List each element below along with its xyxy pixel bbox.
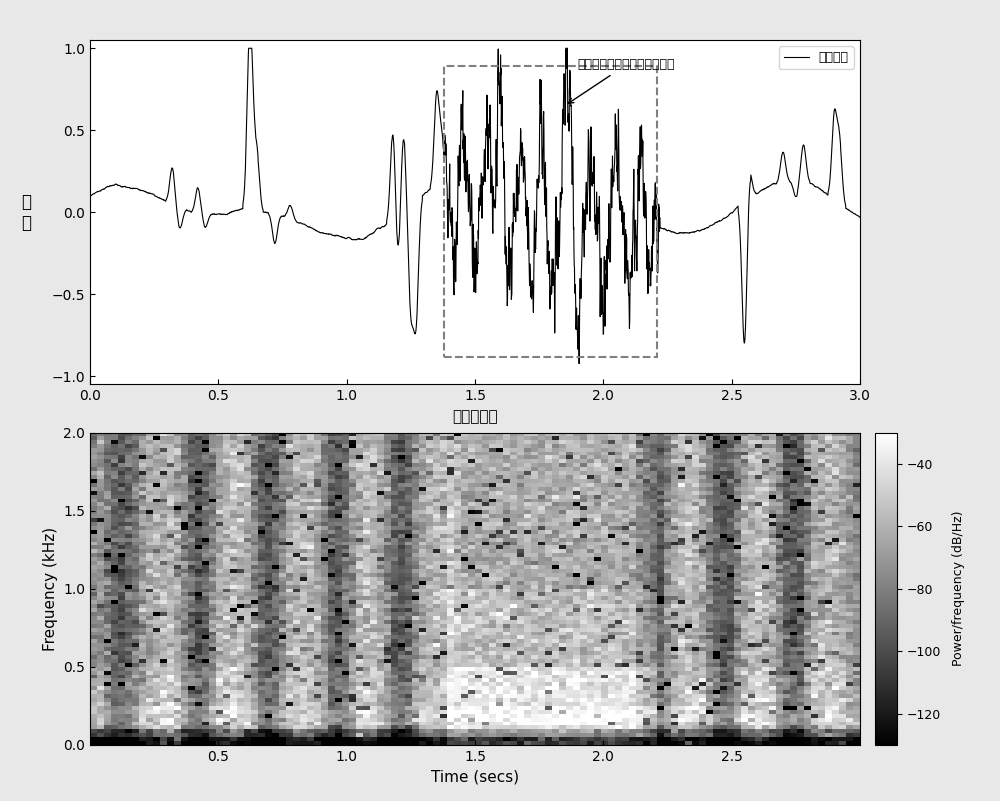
原始数据 (172, 214, 184, 223)
原始数据 (413, 254, 425, 264)
原始数据 (854, 212, 866, 222)
原始数据 (380, 220, 392, 230)
原始数据 (573, 359, 585, 368)
Y-axis label: 幅
度: 幅 度 (22, 193, 32, 231)
Legend: 原始数据: 原始数据 (779, 46, 854, 70)
X-axis label: Time (secs): Time (secs) (431, 769, 519, 784)
Text: 摩擦音干扰区域检测定位结果: 摩擦音干扰区域检测定位结果 (568, 58, 675, 103)
原始数据 (84, 191, 96, 200)
Y-axis label: Power/frequency (dB/Hz): Power/frequency (dB/Hz) (952, 511, 965, 666)
Bar (444, 66, 657, 356)
X-axis label: 时长（秒）: 时长（秒） (452, 409, 498, 424)
原始数据 (839, 199, 851, 209)
原始数据 (756, 185, 768, 195)
Line: 原始数据: 原始数据 (90, 48, 860, 364)
原始数据 (243, 43, 255, 53)
原始数据 (218, 209, 230, 219)
Y-axis label: Frequency (kHz): Frequency (kHz) (43, 527, 58, 650)
